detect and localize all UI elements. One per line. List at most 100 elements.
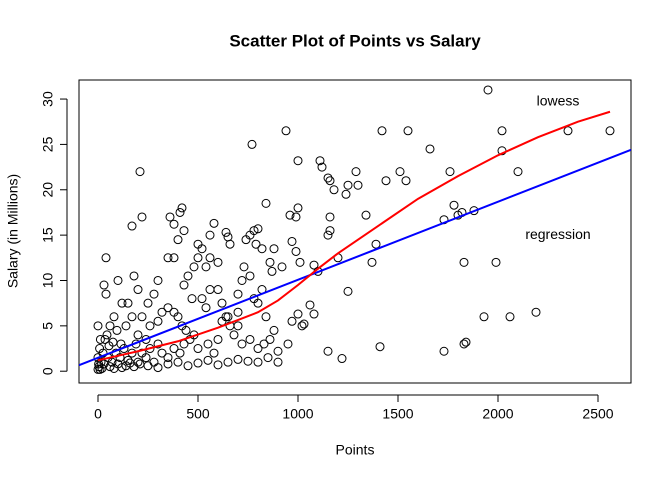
- x-tick-label: 0: [94, 406, 102, 422]
- point: [135, 167, 145, 177]
- point: [175, 207, 185, 217]
- point: [253, 357, 263, 367]
- point: [351, 167, 361, 177]
- point: [381, 176, 391, 186]
- point: [137, 312, 147, 322]
- point: [133, 285, 143, 295]
- point: [261, 198, 271, 208]
- x-tick-label: 500: [186, 406, 210, 422]
- point: [102, 330, 112, 340]
- point: [273, 357, 283, 367]
- point: [295, 257, 305, 267]
- point: [137, 212, 147, 222]
- point: [127, 221, 137, 231]
- point: [193, 358, 203, 368]
- x-tick-label: 1500: [382, 406, 413, 422]
- point: [129, 271, 139, 281]
- point: [221, 312, 231, 322]
- point: [157, 348, 167, 358]
- point: [253, 344, 263, 354]
- point: [209, 218, 219, 228]
- point: [233, 321, 243, 331]
- point: [309, 309, 319, 319]
- point: [169, 219, 179, 229]
- point: [329, 185, 339, 195]
- point: [317, 162, 327, 172]
- point: [377, 126, 387, 136]
- point: [459, 257, 469, 267]
- point: [149, 289, 159, 299]
- point: [309, 260, 319, 270]
- point: [491, 257, 501, 267]
- point: [169, 344, 179, 354]
- point: [153, 339, 163, 349]
- y-tick-label: 5: [40, 322, 56, 330]
- point: [137, 348, 147, 358]
- point: [105, 321, 115, 331]
- point: [259, 339, 269, 349]
- point: [201, 262, 211, 272]
- point: [177, 203, 187, 213]
- annotation: lowess: [537, 92, 580, 108]
- point: [291, 212, 301, 222]
- point: [261, 312, 271, 322]
- x-axis-label: Points: [336, 442, 375, 458]
- point: [483, 85, 493, 95]
- point: [293, 309, 303, 319]
- point: [257, 244, 267, 254]
- point: [237, 339, 247, 349]
- point: [225, 239, 235, 249]
- point: [183, 271, 193, 281]
- point: [343, 286, 353, 296]
- point: [205, 253, 215, 263]
- point: [205, 285, 215, 295]
- point: [249, 226, 259, 236]
- y-axis-label: Salary (in Millions): [5, 174, 21, 288]
- point: [395, 167, 405, 177]
- point: [149, 357, 159, 367]
- point: [123, 355, 133, 365]
- point: [233, 354, 243, 364]
- point: [133, 330, 143, 340]
- point: [253, 224, 263, 234]
- point: [197, 294, 207, 304]
- point: [153, 363, 163, 373]
- point: [101, 253, 111, 263]
- point: [93, 321, 103, 331]
- point: [337, 354, 347, 364]
- point: [165, 212, 175, 222]
- point: [371, 239, 381, 249]
- point: [605, 126, 615, 136]
- point: [265, 334, 275, 344]
- chart-title: Scatter Plot of Points vs Salary: [229, 31, 481, 50]
- point: [281, 126, 291, 136]
- point: [127, 312, 137, 322]
- point: [225, 321, 235, 331]
- point: [245, 271, 255, 281]
- point: [287, 236, 297, 246]
- point: [163, 359, 173, 369]
- y-tick-label: 15: [40, 227, 56, 243]
- point: [179, 226, 189, 236]
- point: [293, 156, 303, 166]
- point: [479, 312, 489, 322]
- point: [173, 357, 183, 367]
- point: [101, 289, 111, 299]
- y-tick-label: 30: [40, 91, 56, 107]
- point: [213, 334, 223, 344]
- point: [173, 235, 183, 245]
- point: [323, 230, 333, 240]
- point: [109, 312, 119, 322]
- point: [121, 321, 131, 331]
- point: [105, 362, 115, 372]
- point: [297, 321, 307, 331]
- point: [205, 230, 215, 240]
- point: [145, 321, 155, 331]
- point: [277, 262, 287, 272]
- fit-line: [79, 148, 631, 367]
- point: [213, 285, 223, 295]
- point: [93, 353, 103, 363]
- point: [367, 257, 377, 267]
- point: [251, 239, 261, 249]
